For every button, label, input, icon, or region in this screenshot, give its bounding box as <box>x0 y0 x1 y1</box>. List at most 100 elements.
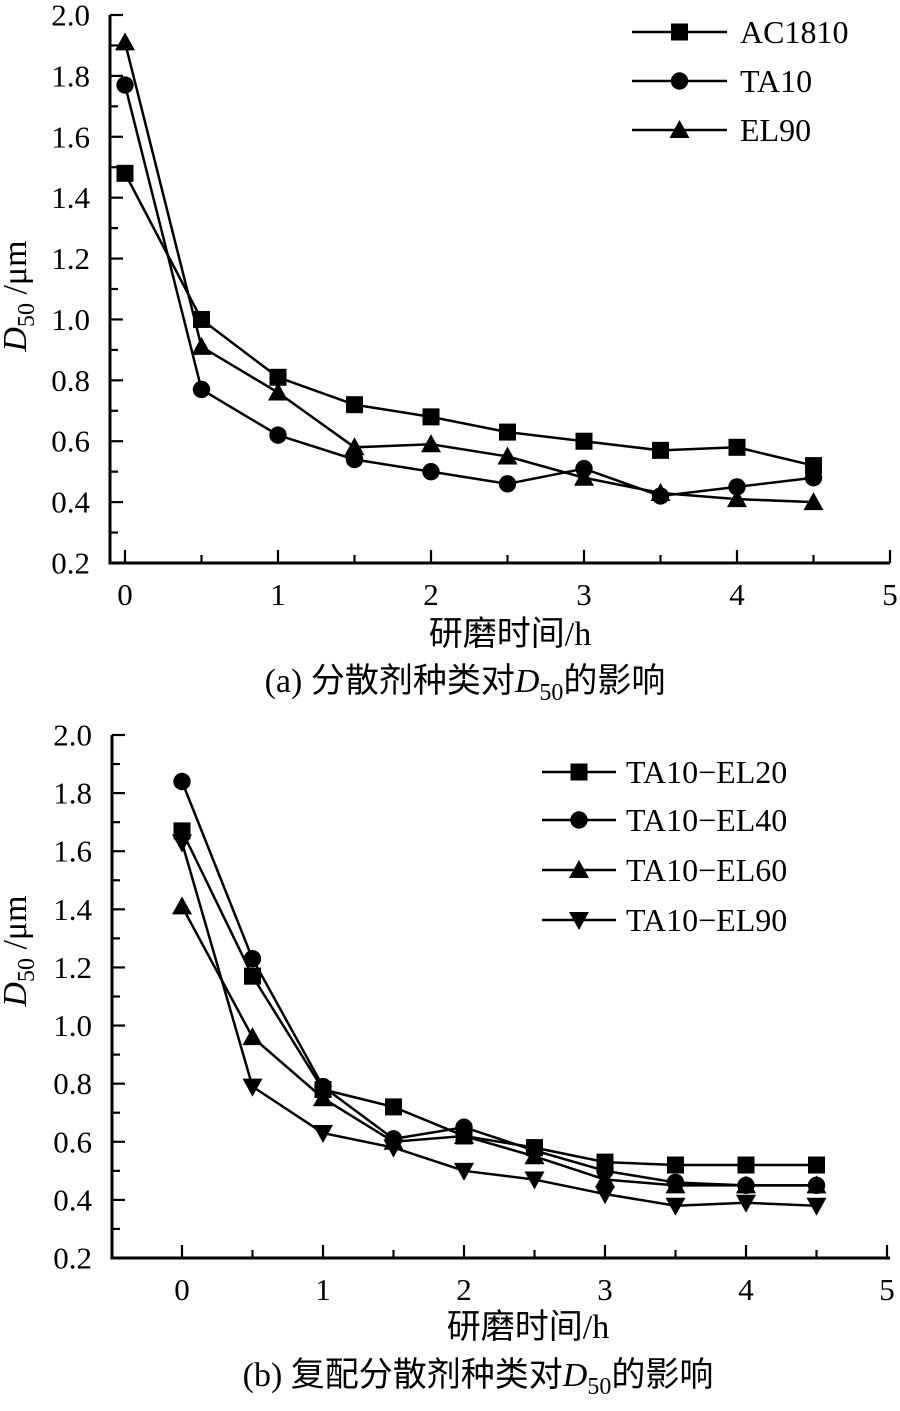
data-point-marker <box>737 1156 755 1174</box>
data-point-marker <box>804 469 823 487</box>
chart-a: 0.2 0.4 0.6 0.8 1.0 1.2 1.4 1.6 1.8 2.0 0 1 2 3 4 5 AC18… <box>0 0 900 705</box>
data-point-marker <box>667 1156 684 1174</box>
legend-marker <box>569 912 589 930</box>
legend-item-AC1810: AC1810 <box>632 14 848 50</box>
data-point-marker <box>173 772 191 791</box>
data-point-marker <box>665 1197 686 1216</box>
data-point-marker <box>314 1077 332 1096</box>
series-line <box>123 172 814 467</box>
x-tick-label: 4 <box>738 1272 754 1307</box>
data-point-marker <box>524 1171 545 1190</box>
data-point-marker <box>313 1088 333 1107</box>
data-point-marker <box>421 434 441 453</box>
y-tick-label: 2.0 <box>53 718 92 753</box>
legend-item-TA10−EL90: TA10−EL90 <box>542 902 787 938</box>
x-tick-label: 5 <box>879 1272 895 1307</box>
data-point-marker <box>665 1175 686 1194</box>
legend-item-TA10−EL20: TA10−EL20 <box>542 754 787 790</box>
chart-b: 0.2 0.4 0.6 0.8 1.0 1.2 1.4 1.6 1.8 2.0 0 1 2 3 4 5 TA10… <box>0 705 900 1411</box>
data-point-marker <box>727 489 747 508</box>
x-tick-label: 2 <box>456 1272 472 1307</box>
x-tick-label: 5 <box>882 577 898 612</box>
x-tick-label: 2 <box>423 577 439 612</box>
x-tick-label: 1 <box>270 577 286 612</box>
chart-caption: (b) 复配分散剂种类对D50的影响 <box>243 1356 714 1400</box>
data-point-marker <box>652 441 669 459</box>
data-point-marker <box>172 834 192 853</box>
data-point-marker <box>728 478 746 496</box>
y-tick-label: 0.8 <box>53 1066 92 1101</box>
y-axis-title: D50 /μm <box>0 240 40 352</box>
y-tick-label: 1.0 <box>51 302 90 337</box>
legend-label: TA10−EL90 <box>626 902 787 938</box>
legend-label: TA10−EL40 <box>626 802 787 838</box>
x-tick-label: 3 <box>576 577 592 612</box>
y-tick-label: 1.6 <box>53 834 92 869</box>
data-point-marker <box>269 368 287 386</box>
series-AC1810 <box>116 164 822 475</box>
data-point-marker <box>115 32 135 51</box>
x-tick-label: 3 <box>597 1272 613 1307</box>
series-TA10−EL90 <box>172 834 827 1216</box>
x-ticks: 0 1 2 3 4 5 <box>117 550 898 612</box>
data-point-marker <box>736 1175 756 1194</box>
x-ticks: 0 1 2 3 4 5 <box>174 1245 895 1307</box>
x-axis-title: 研磨时间/h <box>429 616 591 653</box>
series-line <box>180 781 817 1187</box>
y-tick-label: 0.4 <box>53 1182 92 1217</box>
data-point-marker <box>191 336 212 355</box>
legend-item-EL90: EL90 <box>632 112 811 148</box>
data-point-marker <box>116 164 134 182</box>
legend-label: AC1810 <box>740 14 848 50</box>
legend-item-TA10: TA10 <box>632 63 812 99</box>
data-point-marker <box>242 1078 263 1097</box>
legend-item-TA10−EL60: TA10−EL60 <box>542 852 787 888</box>
legend-marker <box>570 763 588 781</box>
data-point-marker <box>806 1197 827 1216</box>
y-tick-label: 0.6 <box>53 1124 92 1159</box>
data-point-marker <box>344 437 365 456</box>
x-tick-label: 0 <box>174 1272 190 1307</box>
data-point-marker <box>454 1125 474 1144</box>
data-point-marker <box>650 482 671 501</box>
data-point-marker <box>728 438 746 456</box>
y-tick-label: 1.6 <box>51 119 90 154</box>
legend: AC1810 TA10 EL90 <box>632 14 848 148</box>
legend-marker <box>569 860 589 878</box>
series-line <box>180 842 817 1207</box>
x-tick-label: 4 <box>729 577 745 612</box>
series-line <box>180 905 817 1187</box>
y-ticks: 0.2 0.4 0.6 0.8 1.0 1.2 1.4 1.6 1.8 2.0 <box>53 718 125 1276</box>
data-point-marker <box>808 1156 825 1174</box>
legend-marker <box>671 23 688 41</box>
y-tick-label: 2.0 <box>51 0 90 33</box>
data-point-marker <box>422 408 440 426</box>
series-TA10 <box>116 76 823 505</box>
x-tick-label: 1 <box>315 1272 331 1307</box>
legend-item-TA10−EL40: TA10−EL40 <box>542 802 787 838</box>
data-point-marker <box>595 1186 615 1205</box>
data-point-marker <box>524 1146 545 1165</box>
legend-label: TA10 <box>740 63 812 99</box>
y-ticks: 0.2 0.4 0.6 0.8 1.0 1.2 1.4 1.6 1.8 2.0 <box>51 0 123 581</box>
legend-marker <box>570 811 588 829</box>
chart-a-canvas: 0.2 0.4 0.6 0.8 1.0 1.2 1.4 1.6 1.8 2.0 0 1 2 3 4 5 AC18… <box>0 0 898 705</box>
x-tick-label: 0 <box>117 577 133 612</box>
series-TA10−EL60 <box>172 896 827 1194</box>
data-point-marker <box>498 475 517 493</box>
data-point-marker <box>805 457 822 475</box>
legend: TA10−EL20 TA10−EL40 TA10−EL60 TA10−EL90 <box>542 754 787 938</box>
legend-label: TA10−EL20 <box>626 754 787 790</box>
legend-label: TA10−EL60 <box>626 852 787 888</box>
legend-marker <box>669 120 690 138</box>
data-point-marker <box>242 1027 263 1046</box>
data-point-marker <box>243 950 262 968</box>
data-point-marker <box>244 967 261 985</box>
y-tick-label: 1.8 <box>51 58 90 93</box>
y-axis-title: D50 /μm <box>0 895 40 1007</box>
chart-b-canvas: 0.2 0.4 0.6 0.8 1.0 1.2 1.4 1.6 1.8 2.0 0 1 2 3 4 5 TA10… <box>0 718 895 1401</box>
data-point-marker <box>574 467 594 486</box>
series-line <box>123 84 814 498</box>
y-tick-label: 0.2 <box>51 546 90 581</box>
data-point-marker <box>192 380 211 399</box>
